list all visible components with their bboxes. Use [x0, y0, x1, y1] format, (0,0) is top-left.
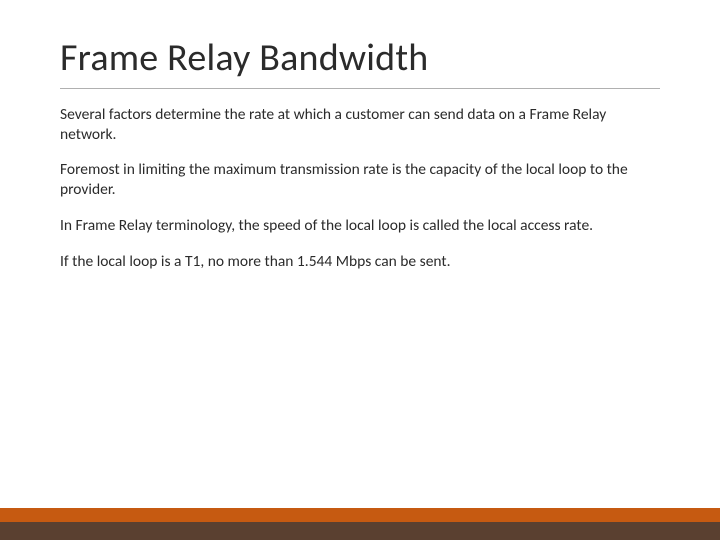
- slide-body: Several factors determine the rate at wh…: [60, 105, 660, 272]
- paragraph: In Frame Relay terminology, the speed of…: [60, 216, 640, 236]
- paragraph: If the local loop is a T1, no more than …: [60, 252, 640, 272]
- footer-accent-dark: [0, 522, 720, 540]
- slide-title: Frame Relay Bandwidth: [60, 38, 660, 89]
- paragraph: Several factors determine the rate at wh…: [60, 105, 640, 145]
- footer-band: [0, 508, 720, 540]
- slide-container: Frame Relay Bandwidth Several factors de…: [0, 0, 720, 540]
- footer-accent-orange: [0, 508, 720, 522]
- paragraph: Foremost in limiting the maximum transmi…: [60, 160, 640, 200]
